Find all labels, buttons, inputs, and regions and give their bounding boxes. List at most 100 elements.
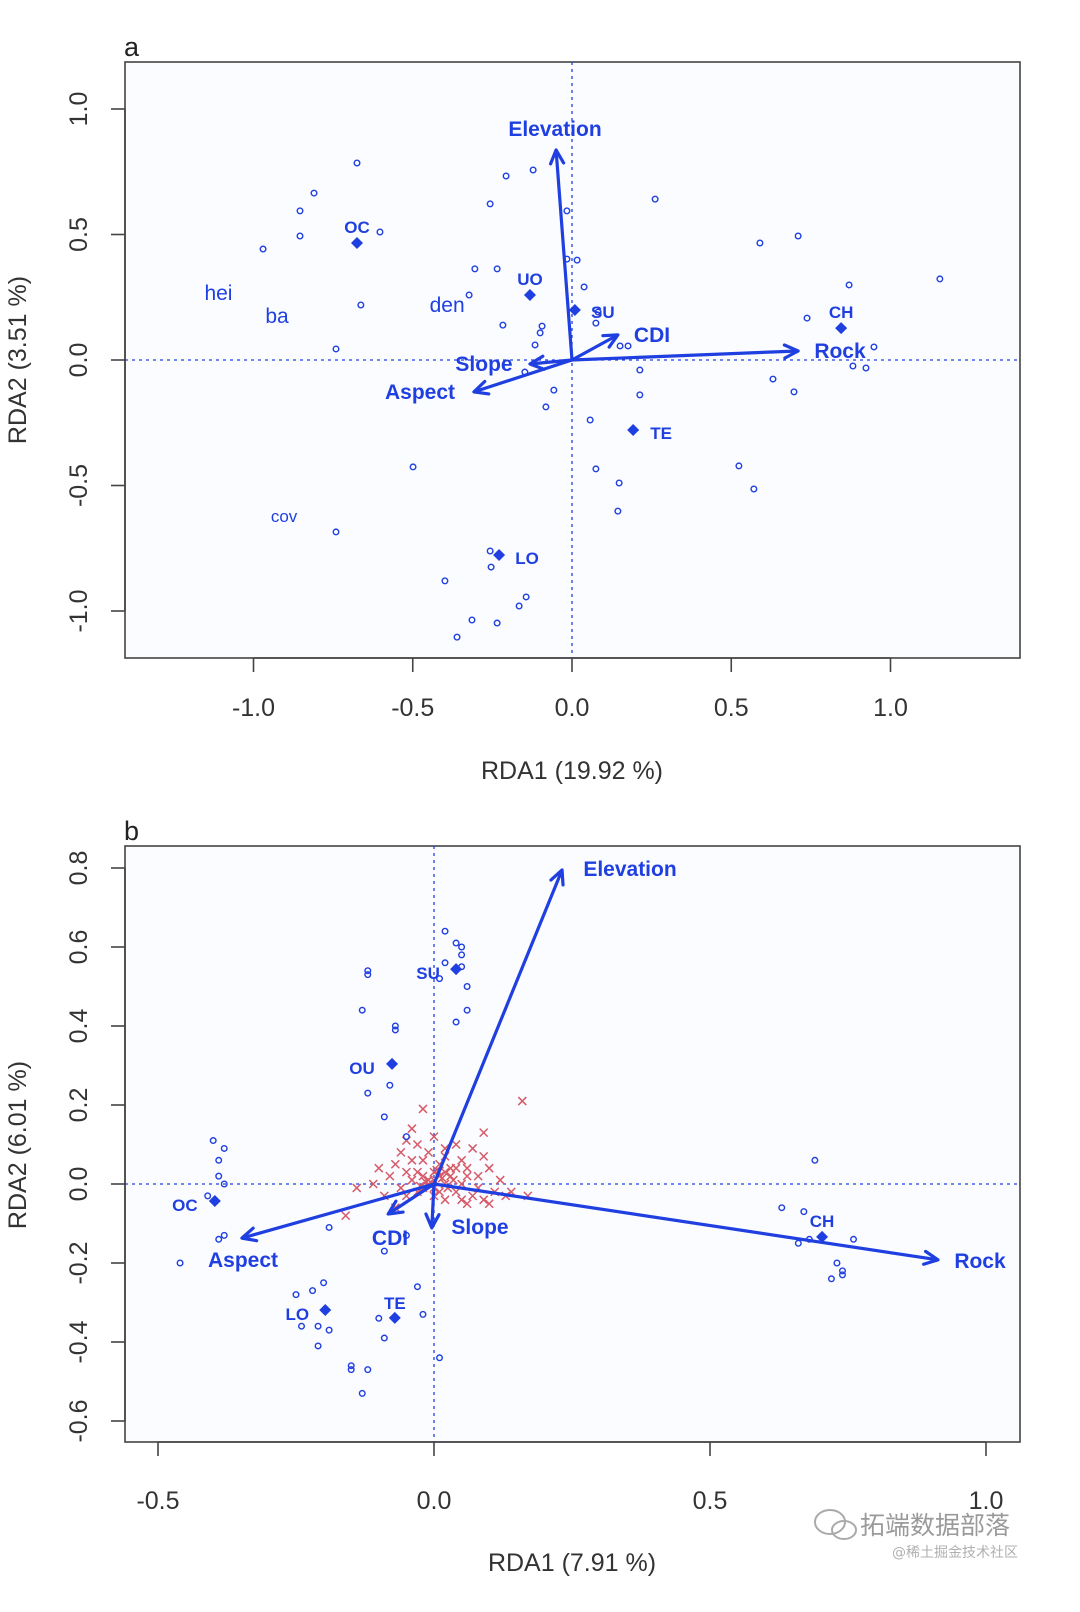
- env-arrow: [554, 149, 574, 361]
- species-point: [468, 1143, 478, 1153]
- y-tick-label: -0.2: [65, 1241, 93, 1284]
- arrow-head: [472, 379, 491, 396]
- site-point: [347, 1366, 355, 1374]
- env-arrow: [241, 1182, 435, 1240]
- watermark-brand: 拓端数据部落: [860, 1511, 1011, 1540]
- centroid-marker: [523, 288, 536, 301]
- site-point: [493, 265, 501, 273]
- site-point: [298, 1322, 306, 1330]
- site-point: [441, 927, 449, 935]
- site-point: [790, 388, 798, 396]
- site-point: [636, 391, 644, 399]
- x-tick-label: 1.0: [873, 694, 908, 722]
- site-point: [486, 200, 494, 208]
- site-point: [594, 308, 602, 316]
- arrow-head: [549, 868, 565, 887]
- site-point: [436, 975, 444, 983]
- site-point: [833, 1259, 841, 1267]
- site-point: [391, 1026, 399, 1034]
- site-point: [209, 1137, 217, 1145]
- species-point: [495, 1175, 505, 1185]
- arrow-head: [601, 333, 620, 349]
- site-point: [486, 547, 494, 555]
- site-point: [502, 172, 510, 180]
- site-point: [522, 593, 530, 601]
- panel-letter: b: [124, 816, 139, 846]
- plot-frame: [124, 845, 1021, 1443]
- site-point: [376, 228, 384, 236]
- site-point: [803, 314, 811, 322]
- site-point: [624, 342, 632, 350]
- species-point: [418, 1171, 428, 1181]
- site-point: [386, 1081, 394, 1089]
- site-point: [614, 507, 622, 515]
- site-point: [849, 362, 857, 370]
- site-point: [538, 322, 546, 330]
- site-point: [220, 1144, 228, 1152]
- site-point: [493, 619, 501, 627]
- site-point: [204, 1192, 212, 1200]
- arrow-label: Aspect: [385, 381, 455, 404]
- x-tick-label: -0.5: [391, 694, 434, 722]
- y-tick-label: 0.6: [65, 930, 93, 965]
- site-point: [800, 1208, 808, 1216]
- centroid-label: TE: [384, 1294, 406, 1313]
- panel-letter: a: [124, 32, 140, 62]
- site-point: [573, 256, 581, 264]
- site-point: [592, 319, 600, 327]
- species-point: [368, 1179, 378, 1189]
- y-tick-label: 0.0: [65, 1167, 93, 1202]
- site-point: [215, 1156, 223, 1164]
- centroid-marker: [627, 424, 640, 437]
- site-point: [310, 189, 318, 197]
- panel-b: b -0.5 0.0 0.5 1.0 -0.6 -0.4 -0.2 0.0 0.2 0.4 0.6 0.…: [4, 816, 1021, 1577]
- site-point: [458, 943, 466, 951]
- site-point: [358, 1389, 366, 1397]
- arrow-label: Slope: [451, 1216, 508, 1239]
- site-point: [750, 485, 758, 493]
- centroid-marker: [208, 1194, 221, 1207]
- env-arrow: [571, 333, 619, 362]
- site-point: [325, 1326, 333, 1334]
- site-point: [471, 265, 479, 273]
- centroid-label: OC: [172, 1196, 198, 1215]
- site-point: [515, 602, 523, 610]
- arrow-head: [240, 1226, 259, 1243]
- arrow-label: Elevation: [508, 118, 601, 141]
- site-point: [364, 967, 372, 975]
- site-point: [463, 983, 471, 991]
- site-point: [353, 159, 361, 167]
- site-point: [563, 207, 571, 215]
- centroid-label: OU: [349, 1059, 375, 1078]
- site-point: [332, 345, 340, 353]
- x-axis-title: RDA1 (7.91 %): [488, 1549, 656, 1577]
- species-point: [401, 1167, 411, 1177]
- y-axis-title: RDA2 (3.51 %): [4, 276, 32, 444]
- species-point: [440, 1195, 450, 1205]
- arrow-head: [548, 148, 566, 166]
- site-point: [531, 341, 539, 349]
- x-tick-label: 0.0: [417, 1487, 452, 1515]
- site-point: [499, 321, 507, 329]
- centroid-label: SU: [591, 303, 615, 322]
- species-point: [448, 1175, 458, 1185]
- site-point: [292, 1291, 300, 1299]
- site-point: [536, 329, 544, 337]
- species-point: [457, 1155, 467, 1165]
- site-point: [529, 166, 537, 174]
- species-point: [479, 1195, 489, 1205]
- site-point: [364, 971, 372, 979]
- site-point: [838, 1271, 846, 1279]
- y-tick-label: 0.2: [65, 1088, 93, 1123]
- site-point: [215, 1172, 223, 1180]
- site-point: [332, 528, 340, 536]
- site-point: [391, 1022, 399, 1030]
- site-point: [735, 462, 743, 470]
- site-point: [811, 1156, 819, 1164]
- site-point: [436, 1354, 444, 1362]
- species-label: den: [430, 294, 465, 317]
- env-arrow: [430, 1183, 436, 1228]
- site-point: [364, 1366, 372, 1374]
- site-point: [413, 1283, 421, 1291]
- y-tick-label: -0.5: [65, 464, 93, 507]
